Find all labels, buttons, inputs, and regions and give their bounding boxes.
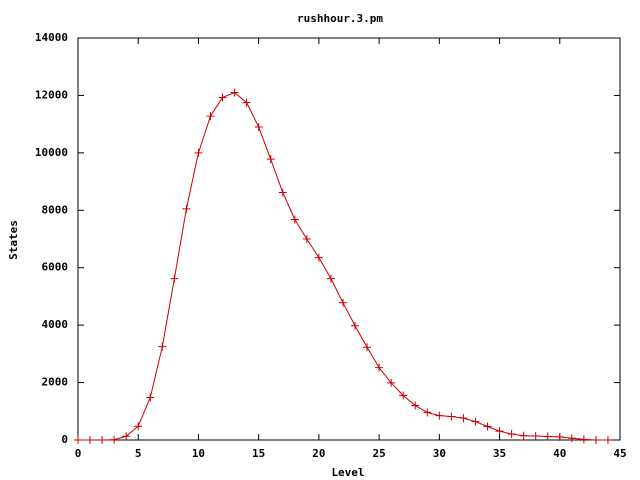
x-tick-label: 30 <box>433 447 446 460</box>
y-tick-label: 0 <box>61 433 68 446</box>
point-marker <box>471 417 480 426</box>
x-axis-label: Level <box>331 466 364 479</box>
point-marker <box>447 412 456 421</box>
point-marker <box>399 391 408 400</box>
point-marker <box>387 378 396 387</box>
data-line <box>78 91 608 441</box>
point-marker <box>375 363 384 372</box>
point-marker <box>603 436 612 444</box>
point-marker <box>459 414 468 423</box>
point-marker <box>483 422 492 431</box>
point-marker <box>194 148 203 157</box>
x-tick-label: 15 <box>252 447 265 460</box>
point-marker <box>531 431 540 440</box>
point-marker <box>242 98 251 107</box>
point-marker <box>338 298 347 307</box>
point-marker <box>555 432 564 441</box>
point-marker <box>519 431 528 440</box>
point-marker <box>134 422 143 431</box>
point-marker <box>182 204 191 213</box>
point-marker <box>170 274 179 283</box>
y-axis-label: States <box>7 220 20 260</box>
chart-title: rushhour.3.pm <box>297 12 383 25</box>
point-marker <box>495 427 504 436</box>
point-marker <box>543 432 552 441</box>
y-tick-label: 12000 <box>35 88 68 101</box>
point-marker <box>411 401 420 410</box>
point-marker <box>507 429 516 438</box>
x-tick-label: 10 <box>192 447 205 460</box>
point-marker <box>326 274 335 283</box>
point-marker <box>254 123 263 132</box>
point-marker <box>435 411 444 420</box>
x-tick-label: 35 <box>493 447 506 460</box>
point-marker <box>266 155 275 164</box>
y-tick-label: 2000 <box>42 376 69 389</box>
y-tick-label: 6000 <box>42 261 69 274</box>
point-marker <box>146 393 155 402</box>
x-tick-label: 5 <box>135 447 142 460</box>
point-marker <box>230 88 239 97</box>
x-tick-label: 0 <box>75 447 82 460</box>
point-marker <box>206 112 215 121</box>
point-marker <box>110 435 119 444</box>
point-marker <box>290 215 299 224</box>
point-marker <box>278 188 287 197</box>
point-marker <box>567 434 576 443</box>
point-marker <box>314 253 323 262</box>
point-marker <box>86 436 95 444</box>
x-tick-label: 25 <box>372 447 385 460</box>
point-marker <box>591 436 600 444</box>
x-tick-label: 40 <box>553 447 566 460</box>
point-marker <box>579 435 588 444</box>
x-tick-label: 45 <box>613 447 626 460</box>
y-tick-label: 8000 <box>42 203 69 216</box>
point-marker <box>158 342 167 351</box>
point-marker <box>122 432 131 441</box>
point-marker <box>218 93 227 102</box>
y-tick-label: 14000 <box>35 31 68 44</box>
point-marker <box>351 321 360 330</box>
point-marker <box>423 408 432 417</box>
plot-border <box>77 37 621 441</box>
point-marker <box>302 235 311 243</box>
point-marker <box>98 436 107 444</box>
x-tick-label: 20 <box>312 447 325 460</box>
y-tick-label: 4000 <box>42 318 69 331</box>
point-marker <box>363 343 372 352</box>
y-tick-label: 10000 <box>35 146 68 159</box>
point-marker <box>74 436 82 444</box>
